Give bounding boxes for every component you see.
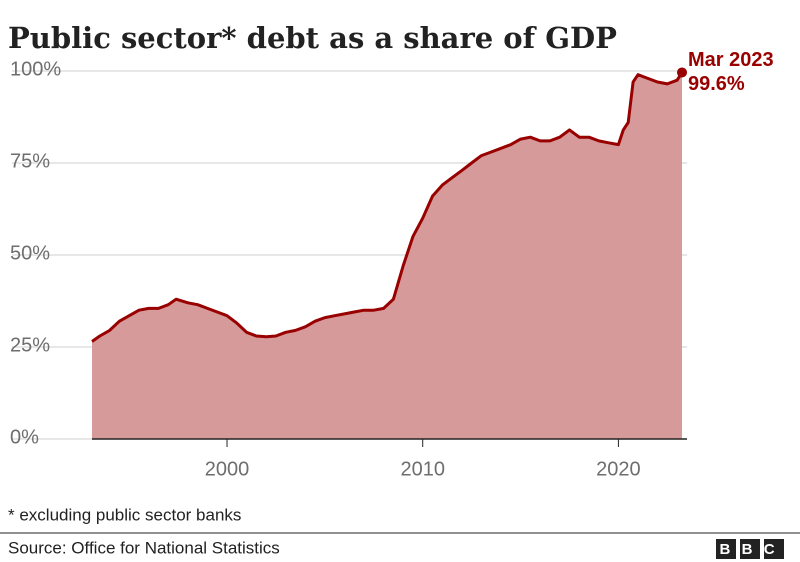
logo-box: [740, 539, 760, 559]
logo: BBC: [716, 539, 786, 559]
end-point: [677, 67, 687, 78]
end-date-label: Mar 2023: [688, 49, 774, 71]
y-tick-label: 25%: [10, 334, 50, 356]
end-value-label: 99.6%: [688, 73, 745, 95]
line: [91, 71, 684, 343]
source: Source: Office for National Statistics: [8, 538, 280, 557]
chart-title: Public sector* debt as a share of GDP: [8, 21, 617, 55]
x-tick-label: 2000: [205, 458, 250, 480]
logo-box: [716, 539, 736, 559]
footnote: * excluding public sector banks: [8, 505, 241, 524]
x-tick-label: 2020: [596, 458, 641, 480]
y-tick-label: 75%: [10, 150, 50, 172]
y-tick-label: 50%: [10, 242, 50, 264]
y-tick-label: 0%: [10, 426, 39, 448]
area: [92, 72, 682, 439]
y-tick-label: 100%: [10, 58, 61, 80]
logo-box: [764, 539, 784, 559]
x-tick-label: 2010: [400, 458, 445, 480]
logo-text: BBC: [720, 541, 786, 558]
